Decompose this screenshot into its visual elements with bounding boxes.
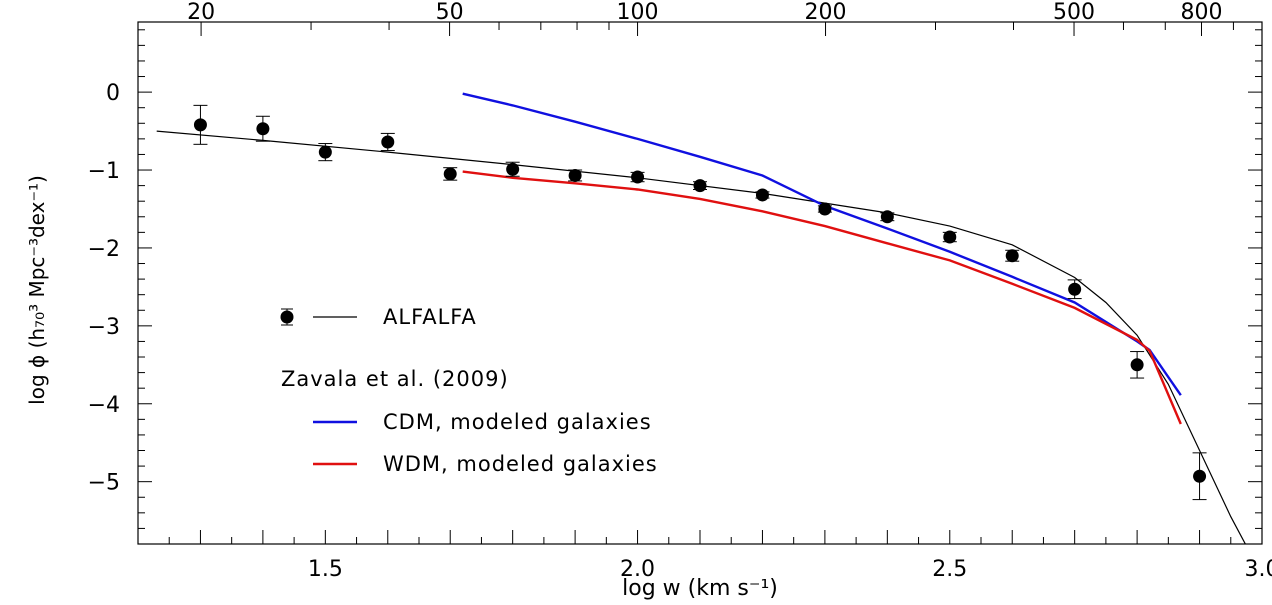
- legend-marker: [280, 310, 294, 324]
- data-point: [943, 230, 957, 244]
- data-point: [693, 179, 707, 193]
- data-point: [318, 145, 332, 159]
- alfalfa-fit-line: [156, 130, 1247, 544]
- data-point: [1005, 249, 1019, 263]
- data-point: [880, 210, 894, 224]
- data-point: [755, 188, 769, 202]
- data-point: [818, 202, 832, 216]
- top-tick-label: 50: [436, 0, 464, 25]
- wdm-line: [462, 170, 1182, 425]
- y-axis-label: log ϕ (h₇₀³ Mpc⁻³dex⁻¹): [25, 175, 49, 405]
- data-point: [1130, 358, 1144, 372]
- x-axis-label: log w (km s⁻¹): [622, 576, 778, 601]
- x-tick-label: 2.5: [932, 557, 967, 582]
- x-axis-ticks: 1.5 2.0 2.5 3.0: [137, 530, 1272, 582]
- y-tick-label: −1: [88, 159, 120, 184]
- x-tick-label: 3.0: [1245, 557, 1272, 582]
- y-tick-label: −3: [88, 315, 120, 340]
- data-point: [1068, 282, 1082, 296]
- data-point: [443, 167, 457, 181]
- data-point: [631, 170, 645, 184]
- plot-frame: [137, 21, 1263, 545]
- legend-label: WDM, modeled galaxies: [383, 452, 658, 476]
- data-point: [193, 118, 207, 132]
- legend-label: CDM, modeled galaxies: [383, 410, 652, 434]
- top-axis-ticks: 20 50 100 200 500 800: [187, 0, 1234, 36]
- top-tick-label: 800: [1180, 0, 1222, 25]
- top-tick-label: 20: [187, 0, 215, 25]
- data-point: [381, 135, 395, 149]
- y-tick-label: −4: [88, 393, 120, 418]
- x-tick-label: 1.5: [308, 557, 343, 582]
- legend: ALFALFA Zavala et al. (2009) CDM, modeled …: [280, 305, 658, 476]
- data-point: [568, 168, 582, 182]
- top-tick-label: 100: [617, 0, 659, 25]
- top-tick-label: 200: [805, 0, 847, 25]
- top-tick-label: 500: [1053, 0, 1095, 25]
- y-tick-label: 0: [106, 81, 120, 106]
- legend-label-alfalfa: ALFALFA: [383, 305, 477, 329]
- legend-group-title: Zavala et al. (2009): [281, 367, 509, 391]
- y-tick-label: −2: [88, 237, 120, 262]
- y-tick-label: −5: [88, 471, 120, 496]
- data-point: [1193, 469, 1207, 483]
- y-axis-ticks: 0 −1 −2 −3 −4 −5: [88, 29, 1262, 545]
- series-layer: [156, 92, 1247, 544]
- data-point: [506, 162, 520, 176]
- data-point: [256, 122, 270, 136]
- cdm-line: [462, 92, 1182, 396]
- x-tick-label: 2.0: [620, 557, 655, 582]
